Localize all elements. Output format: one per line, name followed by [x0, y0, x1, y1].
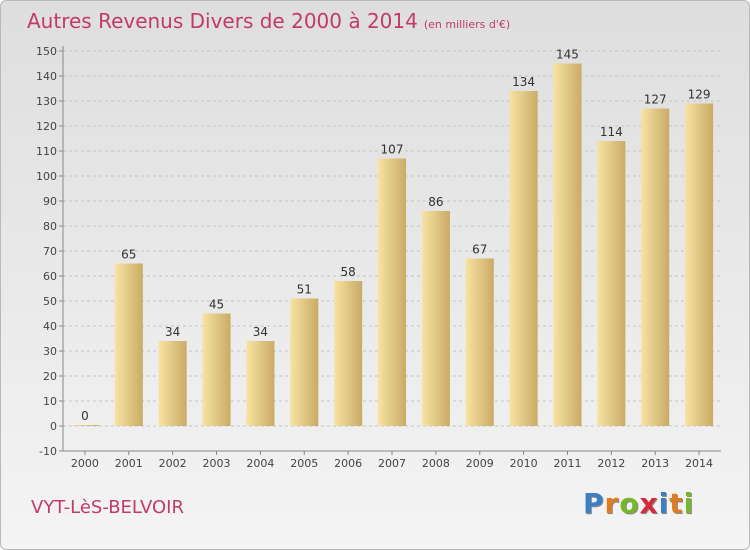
data-label: 114: [600, 125, 623, 139]
x-tick-label: 2008: [422, 457, 450, 470]
data-labels: 0 65 34 45 34 51 58 107 86 67 134 145 114 127 129: [81, 48, 710, 424]
y-tick-label: 150: [36, 45, 57, 58]
x-tick-label: 2009: [466, 457, 494, 470]
bar: [246, 341, 275, 426]
y-tick-label: 120: [36, 120, 57, 133]
data-label: 0: [81, 409, 89, 423]
data-label: 58: [340, 265, 355, 279]
x-tick-labels: 2000 2001 2002 2003 2004 2005 2006 2007 2008 2009…: [71, 457, 713, 470]
y-tick-label: 70: [43, 245, 57, 258]
data-label: 127: [644, 93, 667, 107]
bar: [70, 425, 99, 426]
logo-letter: t: [669, 487, 684, 520]
data-label: 145: [556, 48, 579, 62]
y-tick-label: 130: [36, 95, 57, 108]
chart-title: Autres Revenus Divers de 2000 à 2014 (en …: [27, 9, 510, 33]
x-tick-label: 2013: [641, 457, 669, 470]
x-tick-label: 2002: [159, 457, 187, 470]
y-tick-label: -10: [39, 445, 57, 458]
data-label: 65: [121, 248, 136, 262]
y-tick-label: 50: [43, 295, 57, 308]
data-label: 86: [428, 195, 443, 209]
logo-letter: i: [658, 487, 670, 520]
x-tick-label: 2006: [334, 457, 362, 470]
bar: [465, 258, 494, 426]
data-label: 51: [297, 283, 312, 297]
bar: [553, 63, 582, 426]
y-tick-label: 80: [43, 220, 57, 233]
data-label: 129: [688, 88, 711, 102]
x-tick-label: 2004: [246, 457, 274, 470]
bar: [377, 158, 407, 426]
bar: [202, 313, 231, 426]
y-tick-label: 40: [43, 320, 57, 333]
data-label: 107: [381, 143, 404, 157]
bar: [641, 108, 670, 426]
data-label: 134: [512, 75, 535, 89]
x-tick-label: 2000: [71, 457, 99, 470]
x-tick-label: 2007: [378, 457, 406, 470]
x-tick-label: 2014: [685, 457, 713, 470]
bar: [597, 141, 626, 426]
bars: [70, 63, 714, 426]
data-label: 45: [209, 298, 224, 312]
logo-letter: x: [639, 487, 659, 520]
y-tick-labels: -10 0 10 20 30 40 50 60 70 80 90 100 110 120 130 140 150: [36, 45, 57, 458]
y-tick-label: 90: [43, 195, 57, 208]
y-tick-label: 0: [50, 420, 57, 433]
x-tick-label: 2003: [203, 457, 231, 470]
y-tick-label: 20: [43, 370, 57, 383]
bar: [421, 211, 450, 426]
bar: [290, 298, 319, 426]
y-tick-label: 140: [36, 70, 57, 83]
logo-letter: r: [604, 487, 620, 520]
proxiti-logo: Proxiti: [583, 487, 694, 520]
logo-letter: P: [583, 487, 605, 520]
chart-unit-label: (en milliers d'€): [423, 18, 511, 31]
data-label: 34: [165, 325, 180, 339]
y-tick-label: 110: [36, 145, 57, 158]
axes: [62, 46, 721, 455]
x-tick-label: 2012: [597, 457, 625, 470]
y-tick-label: 60: [43, 270, 57, 283]
logo-letter: o: [619, 487, 640, 520]
y-tick-label: 10: [43, 395, 57, 408]
bar: [114, 263, 143, 426]
bar: [685, 103, 714, 426]
x-tick-label: 2010: [510, 457, 538, 470]
x-tick-label: 2011: [553, 457, 581, 470]
bar: [158, 341, 187, 426]
y-tick-label: 100: [36, 170, 57, 183]
chart-title-text: Autres Revenus Divers de 2000 à 2014: [27, 9, 418, 33]
logo-letter: i: [683, 487, 695, 520]
x-tick-label: 2005: [290, 457, 318, 470]
bar: [334, 281, 363, 426]
data-label: 67: [472, 243, 487, 257]
bar: [509, 91, 538, 426]
y-tick-label: 30: [43, 345, 57, 358]
data-label: 34: [253, 325, 268, 339]
commune-name: VYT-LèS-BELVOIR: [31, 497, 184, 518]
x-tick-label: 2001: [115, 457, 143, 470]
